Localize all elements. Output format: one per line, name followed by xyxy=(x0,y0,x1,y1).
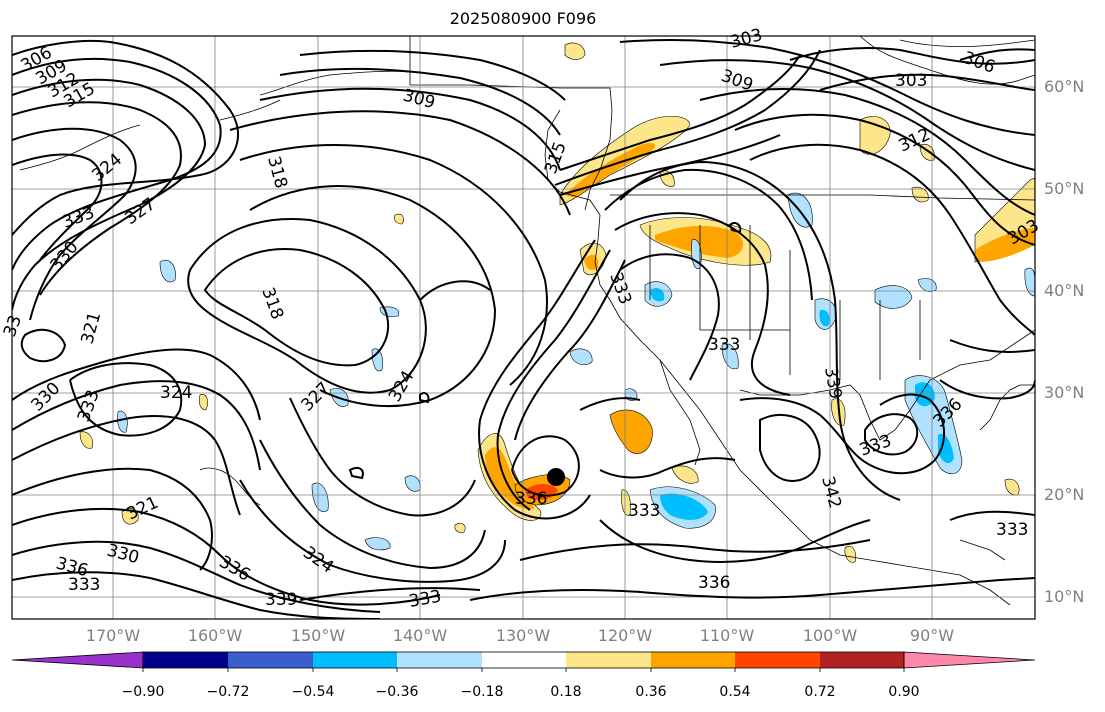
contour-label: 333 xyxy=(68,575,100,595)
colorbar-tick-label: 0.90 xyxy=(888,684,920,700)
gridlines xyxy=(12,36,1035,619)
contour-label: 303 xyxy=(895,71,927,91)
colorbar xyxy=(11,651,1036,672)
colorbar-tick-label: −0.90 xyxy=(121,684,165,700)
longitude-label: 130°W xyxy=(495,626,551,645)
contour-label: 333 xyxy=(708,335,740,355)
latitude-label: 50°N xyxy=(1044,179,1085,198)
colorbar-segment xyxy=(566,652,651,668)
contour-label: 339 xyxy=(265,590,297,610)
map-title: 2025080900 F096 xyxy=(449,9,597,28)
colorbar-tick-label: −0.54 xyxy=(291,684,335,700)
longitude-label: 100°W xyxy=(802,626,858,645)
contour-label: 336 xyxy=(698,573,730,593)
storm-center-marker xyxy=(547,468,565,486)
contour-label: 333 xyxy=(628,501,660,521)
contour-lines xyxy=(12,39,1035,619)
longitude-label: 140°W xyxy=(392,626,448,645)
latitude-label: 20°N xyxy=(1044,485,1085,504)
longitude-label: 120°W xyxy=(597,626,653,645)
colorbar-segment xyxy=(482,652,566,668)
longitude-label: 160°W xyxy=(187,626,243,645)
latitude-label: 60°N xyxy=(1044,77,1085,96)
contour-label: 336 xyxy=(515,489,547,509)
colorbar-tick-label: −0.18 xyxy=(460,684,504,700)
latitude-label: 40°N xyxy=(1044,281,1085,300)
colorbar-max-extension xyxy=(903,651,1036,669)
colorbar-tick-label: 0.18 xyxy=(550,684,582,700)
colorbar-tick-label: −0.36 xyxy=(375,684,419,700)
longitude-label: 150°W xyxy=(290,626,346,645)
colorbar-segment xyxy=(651,652,735,668)
plot-frame xyxy=(11,35,1036,620)
latitude-label: 30°N xyxy=(1044,383,1085,402)
colorbar-min-extension xyxy=(11,651,144,669)
colorbar-tick-label: −0.72 xyxy=(206,684,250,700)
colorbar-segment xyxy=(735,652,820,668)
colorbar-tick-label: 0.54 xyxy=(719,684,751,700)
colorbar-segment xyxy=(143,652,228,668)
longitude-label: 110°W xyxy=(699,626,755,645)
latitude-label: 10°N xyxy=(1044,587,1085,606)
longitude-label: 170°W xyxy=(85,626,141,645)
colorbar-tick-label: 0.36 xyxy=(635,684,667,700)
colorbar-segment xyxy=(228,652,313,668)
colorbar-segment xyxy=(313,652,397,668)
longitude-label: 90°W xyxy=(909,626,955,645)
colorbar-segment xyxy=(820,652,904,668)
colorbar-segment xyxy=(397,652,482,668)
contour-label: 324 xyxy=(160,383,192,403)
contour-label: 333 xyxy=(996,520,1028,540)
colorbar-tick-label: 0.72 xyxy=(804,684,836,700)
